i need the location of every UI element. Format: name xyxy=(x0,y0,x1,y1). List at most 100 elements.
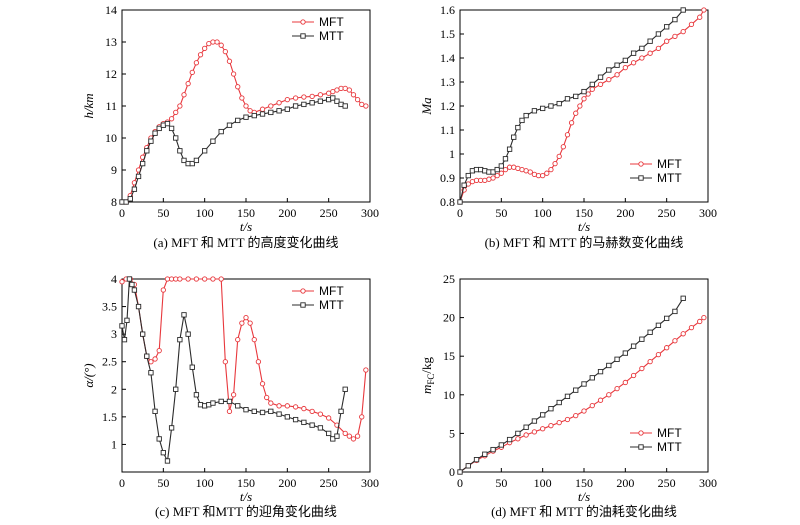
data-point-mtt xyxy=(131,287,138,293)
data-point-mtt xyxy=(127,196,133,202)
data-point-mtt xyxy=(490,446,496,453)
x-tick-label: 200 xyxy=(278,206,296,220)
data-point-mtt xyxy=(622,57,628,64)
data-point-mft xyxy=(309,408,315,414)
data-point-mft xyxy=(346,87,352,93)
legend-marker-mft xyxy=(638,430,644,436)
data-point-mft xyxy=(363,103,369,109)
data-point-mtt xyxy=(647,329,653,335)
y-tick-label: 10 xyxy=(105,131,117,145)
data-point-mtt xyxy=(342,386,348,392)
x-tick-label: 150 xyxy=(575,206,593,220)
x-tick-label: 250 xyxy=(658,206,676,220)
data-point-mtt xyxy=(140,331,146,337)
data-point-mtt xyxy=(152,408,158,414)
data-point-mft xyxy=(259,106,266,112)
data-point-mtt xyxy=(301,419,307,426)
data-point-mft xyxy=(247,320,253,326)
y-tick-label: 10 xyxy=(443,388,455,402)
y-axis-label: α/(°) xyxy=(81,363,96,387)
data-point-mft xyxy=(202,276,208,282)
x-tick-label: 250 xyxy=(658,476,676,490)
data-point-mtt xyxy=(189,160,195,167)
data-point-mtt xyxy=(630,343,637,349)
data-point-mtt xyxy=(218,398,224,405)
y-tick-label: 20 xyxy=(443,311,455,325)
data-point-mft xyxy=(350,92,357,98)
data-point-mft xyxy=(197,52,204,58)
legend-label-mtt: MTT xyxy=(319,298,344,312)
data-point-mtt xyxy=(177,148,183,154)
data-point-mtt xyxy=(597,74,604,80)
data-point-mft xyxy=(664,38,670,44)
data-point-mtt xyxy=(531,418,538,424)
data-point-mft xyxy=(560,144,566,150)
data-point-mft xyxy=(597,81,604,88)
data-point-mtt xyxy=(573,387,579,393)
y-tick-label: 1.5 xyxy=(440,27,455,41)
y-tick-label: 2.5 xyxy=(102,355,117,369)
data-point-mtt xyxy=(589,375,595,381)
y-tick-label: 1 xyxy=(111,437,117,451)
data-point-mtt xyxy=(268,109,274,116)
data-point-mtt xyxy=(540,105,546,112)
y-tick-label: 1.5 xyxy=(102,410,117,424)
x-tick-label: 150 xyxy=(237,206,255,220)
data-point-mft xyxy=(577,103,583,109)
y-tick-label: 13 xyxy=(105,35,117,49)
x-tick-label: 200 xyxy=(616,476,634,490)
data-point-mtt xyxy=(506,436,513,443)
x-tick-label: 100 xyxy=(196,476,214,490)
data-point-mtt xyxy=(589,81,595,88)
legend-marker-mtt xyxy=(638,175,644,181)
data-point-mft xyxy=(597,397,604,403)
series-line-mtt xyxy=(122,97,346,203)
data-point-mft xyxy=(630,60,637,66)
y-tick-label: 3 xyxy=(111,327,117,341)
data-point-mft xyxy=(251,337,257,343)
data-point-mtt xyxy=(606,362,612,369)
data-point-mft xyxy=(350,436,357,442)
x-tick-label: 200 xyxy=(616,206,634,220)
x-tick-label: 150 xyxy=(237,476,255,490)
data-point-mft xyxy=(342,430,348,437)
x-axis-label: t/s xyxy=(578,219,590,234)
x-tick-label: 50 xyxy=(157,476,169,490)
data-point-mft xyxy=(177,103,183,109)
y-tick-label: 15 xyxy=(443,349,455,363)
data-point-mft xyxy=(193,276,200,282)
data-point-mft xyxy=(210,276,216,282)
data-point-mft xyxy=(639,365,645,372)
data-point-mft xyxy=(564,416,571,423)
data-point-mtt xyxy=(152,130,158,136)
data-point-mtt xyxy=(655,31,662,37)
data-point-mft xyxy=(243,314,249,321)
y-tick-label: 1.4 xyxy=(440,51,455,65)
data-point-mft xyxy=(701,314,707,321)
data-point-mtt xyxy=(168,125,175,132)
panel-c-caption: (c) MFT 和MTT 的迎角变化曲线 xyxy=(155,504,337,519)
y-axis-label: h/km xyxy=(81,93,96,118)
data-point-mft xyxy=(606,76,612,83)
series-line-mtt xyxy=(459,298,684,473)
x-tick-label: 150 xyxy=(575,476,593,490)
data-point-mtt xyxy=(135,303,142,310)
data-point-mtt xyxy=(193,157,200,164)
data-point-mtt xyxy=(680,7,686,13)
x-axis-label: t/s xyxy=(240,219,252,234)
data-point-mtt xyxy=(556,100,562,107)
data-point-mtt xyxy=(597,368,604,375)
data-point-mtt xyxy=(160,450,166,456)
data-point-mft xyxy=(243,103,249,109)
data-point-mtt xyxy=(457,199,463,205)
data-point-mtt xyxy=(622,350,628,356)
data-point-mft xyxy=(152,356,158,362)
data-point-mft xyxy=(268,400,274,406)
y-tick-label: 1 xyxy=(449,147,455,161)
x-tick-label: 300 xyxy=(361,206,379,220)
data-point-mtt xyxy=(251,408,257,414)
data-point-mft xyxy=(239,320,245,326)
legend-marker-mtt xyxy=(300,33,306,39)
legend-marker-mft xyxy=(300,288,306,294)
